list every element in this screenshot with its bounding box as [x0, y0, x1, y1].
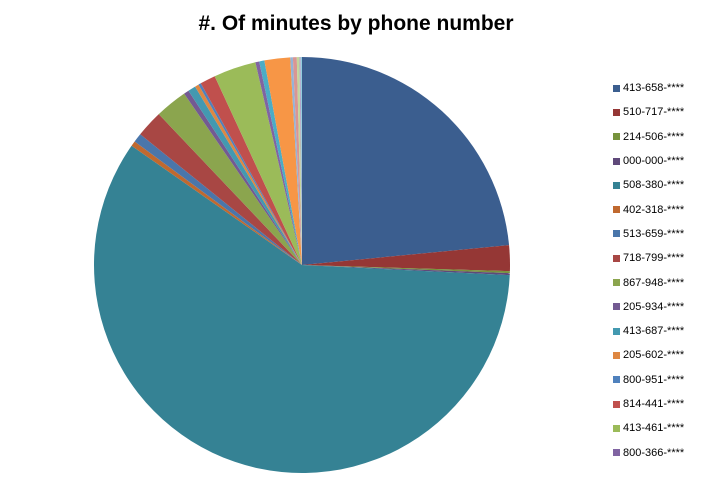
- pie-slice-20: [296, 57, 302, 266]
- legend-item: 718-799-****: [613, 246, 684, 270]
- pie-slice-19: [292, 57, 302, 266]
- legend-swatch: [613, 351, 620, 359]
- pie-slice-402-318: [131, 141, 302, 265]
- legend-label: 508-380-****: [623, 179, 685, 192]
- legend: 413-658-**** 510-717-**** 214-506-**** 000-…: [613, 76, 684, 465]
- legend-swatch: [613, 206, 620, 214]
- legend-swatch: [613, 449, 620, 457]
- legend-label: 205-934-****: [623, 300, 685, 313]
- pie-slice-800-366: [255, 61, 302, 266]
- legend-label: 513-659-****: [623, 227, 685, 240]
- pie-slice-205-934: [184, 90, 302, 265]
- legend-swatch: [613, 279, 620, 287]
- pie-slice-413-658: [302, 57, 510, 265]
- pie-slice-867-948: [158, 93, 302, 265]
- legend-item: 814-441-****: [613, 392, 684, 416]
- legend-swatch: [613, 157, 620, 165]
- pie-slice-800-951: [198, 83, 302, 265]
- legend-swatch: [613, 230, 620, 238]
- pie-slice-718-799: [140, 114, 302, 265]
- legend-swatch: [613, 376, 620, 384]
- legend-label: 800-366-****: [623, 446, 685, 459]
- legend-item: 513-659-****: [613, 222, 684, 246]
- pie-slice-513-659: [134, 134, 302, 265]
- legend-item: 205-934-****: [613, 295, 684, 319]
- legend-swatch: [613, 108, 620, 116]
- legend-label: 205-602-****: [623, 349, 685, 362]
- pie-slice-510-717: [302, 245, 510, 272]
- legend-item: 800-951-****: [613, 368, 684, 392]
- legend-swatch: [613, 84, 620, 92]
- pie-slice-000-000: [302, 265, 510, 276]
- legend-item: 867-948-****: [613, 270, 684, 294]
- legend-item: 508-380-****: [613, 173, 684, 197]
- legend-item: 510-717-****: [613, 100, 684, 124]
- legend-label: 214-506-****: [623, 130, 685, 143]
- legend-label: 413-461-****: [623, 422, 685, 435]
- legend-swatch: [613, 303, 620, 311]
- legend-label: 718-799-****: [623, 252, 685, 265]
- legend-label: 800-951-****: [623, 373, 685, 386]
- legend-label: 000-000-****: [623, 155, 685, 168]
- legend-item: 205-602-****: [613, 343, 684, 367]
- pie-slice-21: [299, 57, 302, 266]
- legend-label: 413-687-****: [623, 325, 685, 338]
- legend-swatch: [613, 133, 620, 141]
- pie-slice-16: [259, 60, 302, 265]
- legend-swatch: [613, 254, 620, 262]
- legend-label: 867-948-****: [623, 276, 685, 289]
- legend-label: 814-441-****: [623, 398, 685, 410]
- pie-slice-508-380: [93, 145, 510, 474]
- legend-item: 800-366-****: [613, 440, 684, 464]
- legend-item: 413-658-****: [613, 76, 684, 100]
- legend-label: 402-318-****: [623, 203, 685, 216]
- legend-item: 000-000-****: [613, 149, 684, 173]
- pie-slice-22: [300, 57, 302, 265]
- legend-item: 413-461-****: [613, 416, 684, 440]
- legend-item: 402-318-****: [613, 197, 684, 221]
- legend-label: 510-717-****: [623, 106, 685, 119]
- legend-swatch: [613, 424, 620, 432]
- pie-slice-18: [290, 57, 302, 266]
- legend-item: 413-687-****: [613, 319, 684, 343]
- legend-label: 413-658-****: [623, 82, 685, 95]
- legend-swatch: [613, 181, 620, 189]
- chart-title: #. Of minutes by phone number: [198, 12, 514, 35]
- legend-swatch: [613, 400, 620, 408]
- pie-slice-413-461: [214, 62, 302, 266]
- pie-slice-214-506: [302, 265, 510, 274]
- pie-slice-205-602: [195, 84, 302, 265]
- pie-slice-17: [264, 57, 302, 265]
- pie-slice-814-441: [200, 76, 302, 265]
- pie-slice-413-687: [188, 86, 302, 265]
- legend-swatch: [613, 327, 620, 335]
- legend-item: 214-506-****: [613, 125, 684, 149]
